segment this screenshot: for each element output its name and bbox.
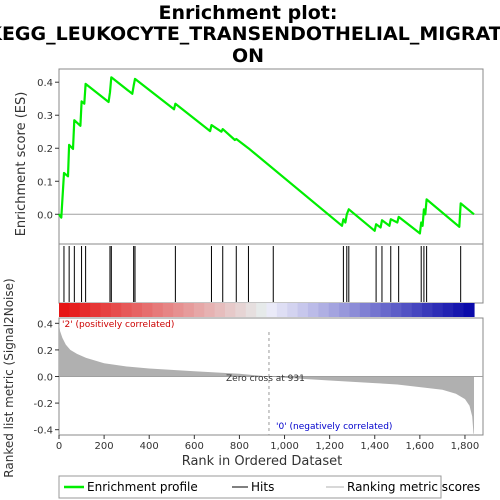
x-axis-label: Rank in Ordered Dataset xyxy=(182,454,343,469)
es-y-tick-label: 0.3 xyxy=(37,111,53,122)
title-line-3: ON xyxy=(232,45,264,67)
band-segment xyxy=(69,303,81,317)
band-segment xyxy=(432,303,444,317)
band-segment xyxy=(173,303,185,317)
hits-panel-frame xyxy=(58,243,484,304)
band-segment xyxy=(380,303,392,317)
es-y-tick-label: 0.2 xyxy=(37,144,53,155)
band-segment xyxy=(90,303,102,317)
negative-correlation-label: '0' (negatively correlated) xyxy=(276,422,392,432)
x-tick-label: 1,400 xyxy=(360,441,389,452)
x-tick-label: 400 xyxy=(140,441,159,452)
band-segment xyxy=(224,303,236,317)
band-segment xyxy=(193,303,205,317)
band-segment xyxy=(328,303,340,317)
band-segment xyxy=(390,303,402,317)
es-y-tick-label: 0.0 xyxy=(37,210,53,221)
band-segment xyxy=(152,303,164,317)
es-y-tick-label: 0.4 xyxy=(37,78,53,89)
x-tick-label: 1,200 xyxy=(315,441,344,452)
legend-label: Ranking metric scores xyxy=(347,480,480,494)
band-segment xyxy=(411,303,423,317)
es-y-ticks: 0.0 0.1 0.2 0.3 0.4 xyxy=(37,78,59,221)
metric-y-tick-label: 0.4 xyxy=(37,319,53,330)
band-segment xyxy=(141,303,153,317)
x-tick-label: 1,000 xyxy=(270,441,299,452)
band-segment xyxy=(100,303,112,317)
hits-ticks xyxy=(63,246,462,302)
metric-x-ticks: 0 200 400 600 800 1,000 1,200 1,400 1,600 1,800 xyxy=(56,435,479,452)
x-tick-label: 200 xyxy=(95,441,114,452)
legend: Enrichment profile Hits Ranking metric sco… xyxy=(64,480,480,494)
x-tick-label: 600 xyxy=(185,441,204,452)
metric-y-tick-label: 0.0 xyxy=(37,373,53,384)
es-plot-frame xyxy=(58,68,484,245)
rank-color-band xyxy=(59,303,475,317)
metric-y-axis-label: Ranked list metric (Signal2Noise) xyxy=(2,278,16,477)
band-segment xyxy=(318,303,330,317)
metric-y-tick-label: 0.2 xyxy=(37,346,53,357)
enrichment-profile-line xyxy=(58,76,475,235)
band-segment xyxy=(463,303,475,317)
band-segment xyxy=(453,303,465,317)
metric-y-tick-label: -0.2 xyxy=(33,399,53,410)
band-segment xyxy=(307,303,319,317)
band-segment xyxy=(245,303,257,317)
band-segment xyxy=(183,303,195,317)
band-segment xyxy=(235,303,247,317)
x-tick-label: 0 xyxy=(56,441,62,452)
x-tick-label: 1,600 xyxy=(406,441,435,452)
band-segment xyxy=(297,303,309,317)
x-tick-label: 800 xyxy=(230,441,249,452)
band-segment xyxy=(110,303,122,317)
band-segment xyxy=(349,303,361,317)
band-segment xyxy=(422,303,434,317)
band-segment xyxy=(442,303,454,317)
band-segment xyxy=(256,303,268,317)
legend-label: Enrichment profile xyxy=(87,480,198,494)
es-y-tick-label: 0.1 xyxy=(37,177,53,188)
metric-y-tick-label: -0.4 xyxy=(33,426,53,437)
band-segment xyxy=(401,303,413,317)
metric-y-ticks: 0.4 0.2 0.0 -0.2 -0.4 xyxy=(33,319,59,437)
band-segment xyxy=(79,303,91,317)
band-segment xyxy=(214,303,226,317)
title-line-1: Enrichment plot: xyxy=(159,2,338,24)
band-segment xyxy=(121,303,133,317)
title-line-2: KEGG_LEUKOCYTE_TRANSENDOTHELIAL_MIGRATI xyxy=(0,23,500,45)
x-tick-label: 1,800 xyxy=(451,441,480,452)
ranking-metric-area xyxy=(59,323,474,434)
band-segment xyxy=(204,303,216,317)
positive-correlation-label: '2' (positively correlated) xyxy=(62,320,174,330)
zero-cross-label: Zero cross at 931 xyxy=(226,374,305,384)
band-segment xyxy=(359,303,371,317)
band-segment xyxy=(370,303,382,317)
band-segment xyxy=(59,303,70,317)
band-segment xyxy=(266,303,278,317)
band-segment xyxy=(339,303,351,317)
legend-label: Hits xyxy=(251,480,274,494)
legend-box xyxy=(58,475,442,499)
es-y-axis-label: Enrichment score (ES) xyxy=(14,92,29,237)
band-segment xyxy=(287,303,299,317)
band-segment xyxy=(276,303,288,317)
band-segment xyxy=(162,303,174,317)
band-segment xyxy=(131,303,143,317)
chart-title: Enrichment plot: KEGG_LEUKOCYTE_TRANSEND… xyxy=(0,2,500,67)
